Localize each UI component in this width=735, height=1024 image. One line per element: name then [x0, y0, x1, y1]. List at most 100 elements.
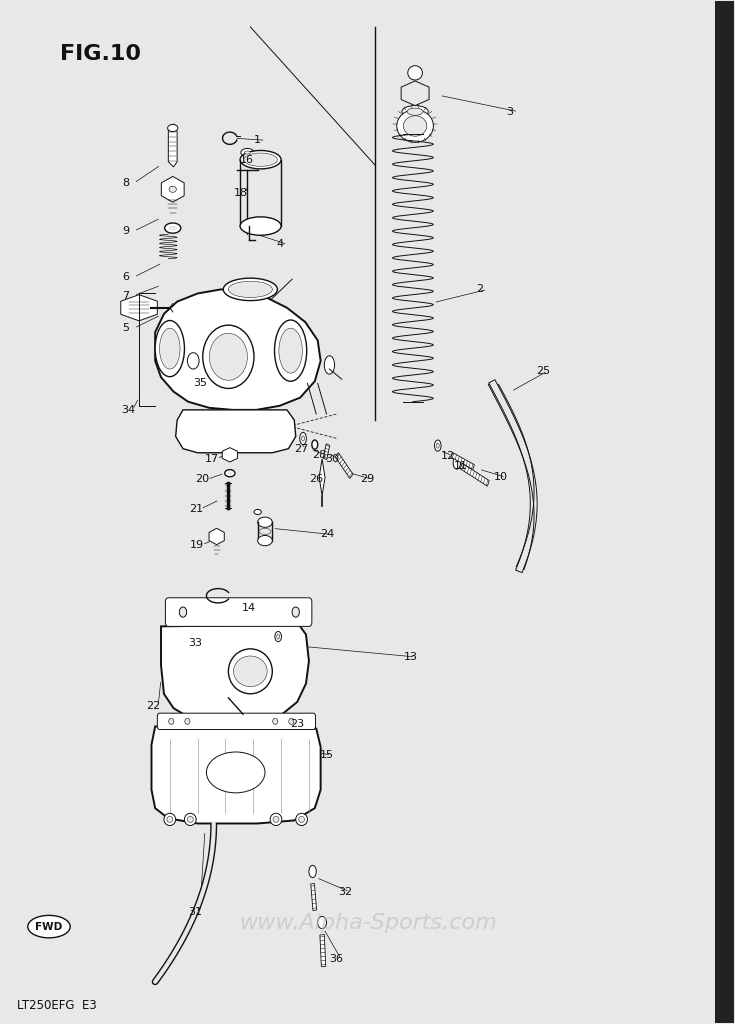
Ellipse shape	[324, 355, 334, 374]
Text: FIG.10: FIG.10	[60, 44, 141, 65]
Text: 23: 23	[290, 720, 305, 729]
Text: 26: 26	[309, 474, 323, 484]
Ellipse shape	[273, 816, 279, 822]
Ellipse shape	[223, 279, 277, 301]
Ellipse shape	[244, 153, 277, 166]
Text: 28: 28	[312, 450, 327, 460]
Polygon shape	[155, 290, 320, 410]
Ellipse shape	[179, 607, 187, 617]
Text: 6: 6	[122, 272, 129, 283]
Text: 18: 18	[234, 188, 248, 199]
Ellipse shape	[258, 517, 272, 527]
Ellipse shape	[187, 352, 199, 369]
Text: 11: 11	[454, 461, 468, 471]
Ellipse shape	[276, 634, 279, 639]
Text: 8: 8	[122, 178, 129, 188]
Text: 9: 9	[122, 226, 129, 237]
Text: 20: 20	[196, 474, 209, 484]
Ellipse shape	[184, 718, 190, 724]
Ellipse shape	[245, 151, 251, 154]
Text: 3: 3	[506, 106, 514, 117]
Ellipse shape	[169, 186, 176, 193]
Ellipse shape	[209, 333, 248, 380]
Text: 4: 4	[276, 240, 283, 250]
Text: 36: 36	[329, 954, 343, 965]
Polygon shape	[121, 295, 157, 321]
Polygon shape	[320, 935, 326, 967]
Ellipse shape	[155, 321, 184, 377]
Polygon shape	[323, 443, 330, 460]
Text: 13: 13	[404, 652, 418, 662]
Ellipse shape	[312, 440, 318, 450]
Text: 16: 16	[240, 155, 254, 165]
Text: 17: 17	[205, 454, 219, 464]
Text: 34: 34	[121, 404, 135, 415]
Polygon shape	[335, 453, 353, 478]
Polygon shape	[209, 528, 224, 545]
Ellipse shape	[187, 816, 193, 822]
Polygon shape	[451, 453, 474, 469]
Text: 22: 22	[146, 701, 161, 711]
Text: 24: 24	[320, 529, 334, 540]
Ellipse shape	[164, 813, 176, 825]
Text: 32: 32	[338, 887, 352, 897]
FancyBboxPatch shape	[715, 1, 734, 1023]
Polygon shape	[222, 447, 237, 462]
Ellipse shape	[309, 865, 316, 878]
Ellipse shape	[270, 813, 282, 825]
Polygon shape	[151, 726, 320, 823]
Ellipse shape	[298, 816, 304, 822]
Text: 29: 29	[360, 474, 374, 484]
Text: 1: 1	[254, 135, 261, 145]
Ellipse shape	[300, 432, 306, 444]
Ellipse shape	[168, 125, 178, 132]
Polygon shape	[401, 81, 429, 105]
Ellipse shape	[318, 916, 326, 929]
Text: 33: 33	[188, 638, 202, 648]
Text: www.Alpha-Sports.com: www.Alpha-Sports.com	[239, 912, 496, 933]
Ellipse shape	[404, 116, 427, 136]
Ellipse shape	[184, 813, 196, 825]
Ellipse shape	[159, 328, 180, 369]
Ellipse shape	[254, 510, 262, 514]
Ellipse shape	[292, 607, 299, 617]
Ellipse shape	[408, 66, 423, 80]
Ellipse shape	[258, 536, 272, 546]
Text: 27: 27	[294, 443, 309, 454]
FancyBboxPatch shape	[165, 598, 312, 627]
FancyBboxPatch shape	[157, 713, 315, 729]
Text: 2: 2	[476, 285, 483, 294]
Ellipse shape	[229, 282, 272, 298]
Text: 7: 7	[122, 291, 129, 300]
Ellipse shape	[241, 148, 254, 157]
Polygon shape	[161, 625, 309, 723]
Ellipse shape	[168, 225, 177, 230]
Ellipse shape	[240, 217, 281, 236]
Text: 5: 5	[122, 324, 129, 333]
Ellipse shape	[167, 816, 173, 822]
Text: LT250EFG  E3: LT250EFG E3	[18, 999, 97, 1013]
Ellipse shape	[165, 223, 181, 233]
Ellipse shape	[228, 472, 232, 475]
Ellipse shape	[453, 457, 461, 469]
Ellipse shape	[407, 109, 423, 116]
Polygon shape	[311, 884, 317, 910]
Ellipse shape	[273, 718, 278, 724]
Polygon shape	[460, 463, 490, 486]
Ellipse shape	[169, 718, 173, 724]
Polygon shape	[319, 459, 325, 496]
Ellipse shape	[274, 321, 306, 381]
Text: 12: 12	[441, 451, 455, 461]
Polygon shape	[176, 410, 295, 453]
Ellipse shape	[275, 632, 282, 642]
Text: 15: 15	[320, 750, 334, 760]
Ellipse shape	[301, 436, 304, 441]
Ellipse shape	[289, 718, 294, 724]
Ellipse shape	[28, 915, 71, 938]
Ellipse shape	[279, 328, 302, 373]
Ellipse shape	[229, 649, 272, 694]
Ellipse shape	[397, 110, 434, 142]
Ellipse shape	[402, 105, 429, 118]
Text: 19: 19	[190, 540, 204, 550]
Ellipse shape	[434, 440, 441, 452]
